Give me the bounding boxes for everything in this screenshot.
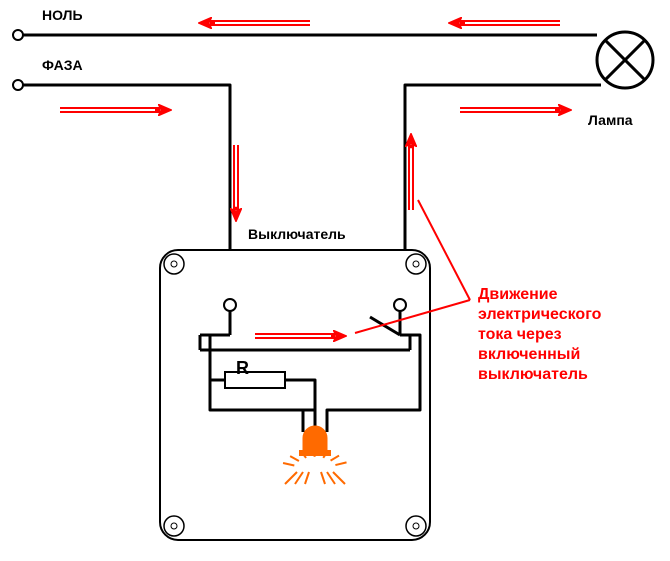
- phase-label: ФАЗА: [42, 57, 83, 73]
- switch-label: Выключатель: [248, 226, 346, 242]
- resistor-label: R: [236, 358, 249, 379]
- current-flow-annotation: Движение электрического тока через включ…: [478, 285, 601, 385]
- neutral-label: НОЛЬ: [42, 7, 83, 23]
- circuit-diagram: [0, 0, 670, 561]
- lamp-label: Лампа: [588, 112, 633, 128]
